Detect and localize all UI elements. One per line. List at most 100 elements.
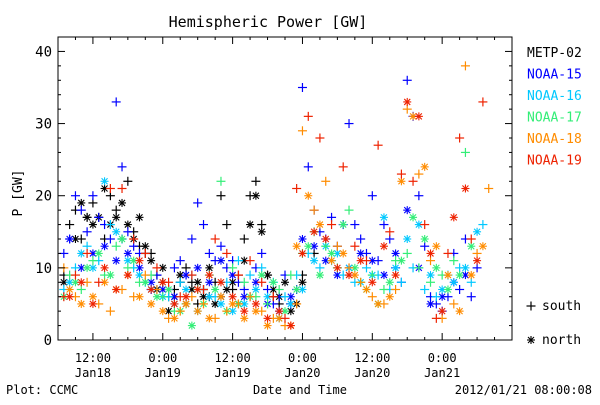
data-point-north xyxy=(88,299,97,308)
data-point-south xyxy=(263,299,273,309)
data-point-north xyxy=(205,292,214,301)
data-point-south xyxy=(350,220,360,230)
data-point-south xyxy=(466,234,476,244)
data-point-south xyxy=(233,256,243,266)
legend: METP-02 NOAA-15 NOAA-16 NOAA-17 NOAA-18 NOAA-… xyxy=(527,46,582,169)
data-point-south xyxy=(449,299,459,309)
data-point-south xyxy=(344,119,354,129)
data-point-north xyxy=(158,263,167,272)
data-point-north xyxy=(65,235,74,243)
data-point-north xyxy=(135,256,144,265)
data-point-north xyxy=(251,299,260,308)
data-point-north xyxy=(246,220,255,229)
data-point-north xyxy=(315,271,324,280)
data-point-south xyxy=(309,205,319,215)
data-point-south xyxy=(455,133,465,143)
data-point-north xyxy=(281,278,289,287)
plot-timestamp: 2012/01/21 08:00:08 xyxy=(455,383,592,397)
data-point-north xyxy=(216,292,225,301)
symbol-key-label: north xyxy=(542,333,581,348)
data-point-north xyxy=(298,235,307,243)
data-point-north xyxy=(397,177,406,186)
data-point-south xyxy=(443,248,453,258)
data-point-south xyxy=(414,169,424,179)
data-point-north xyxy=(240,256,249,265)
data-point-north xyxy=(409,213,418,222)
data-point-north xyxy=(77,198,86,207)
data-point-north xyxy=(205,271,214,280)
data-point-south xyxy=(82,227,92,237)
data-point-south xyxy=(70,270,80,280)
data-point-south xyxy=(338,162,348,172)
data-point-south xyxy=(292,184,302,193)
data-point-south xyxy=(111,97,121,107)
data-point-north xyxy=(141,278,150,287)
data-point-north xyxy=(112,227,121,236)
data-point-south xyxy=(204,248,214,258)
data-point-north xyxy=(182,292,191,301)
data-point-south xyxy=(466,277,476,287)
data-point-south xyxy=(460,147,470,157)
data-point-south xyxy=(356,277,366,287)
data-point-north xyxy=(467,271,476,280)
symbol-key-label: south xyxy=(542,299,581,314)
data-point-north xyxy=(112,213,121,222)
data-point-south xyxy=(332,241,342,251)
data-point-north xyxy=(112,256,121,265)
data-point-north xyxy=(292,285,301,294)
data-point-north xyxy=(414,112,423,121)
data-point-north xyxy=(438,307,447,316)
data-point-south xyxy=(216,241,226,251)
x-tick-time-label: 12:00 xyxy=(354,351,390,365)
data-point-south xyxy=(187,234,197,244)
data-point-north xyxy=(164,285,173,294)
data-point-north xyxy=(391,271,400,280)
series-noaa-19 xyxy=(59,97,488,330)
data-point-south xyxy=(327,220,337,230)
data-point-south xyxy=(94,277,104,287)
data-point-north xyxy=(310,227,319,236)
data-point-south xyxy=(239,277,249,287)
data-point-south xyxy=(268,292,278,302)
data-point-south xyxy=(297,83,307,92)
data-point-north xyxy=(228,299,237,308)
data-point-north xyxy=(83,213,92,222)
data-point-north xyxy=(432,263,441,272)
data-point-north xyxy=(240,314,249,323)
data-point-north xyxy=(147,299,156,308)
data-point-south xyxy=(402,104,412,114)
data-point-north xyxy=(228,292,237,301)
data-point-south xyxy=(222,306,232,316)
data-point-north xyxy=(158,307,167,316)
data-point-south xyxy=(280,292,290,302)
data-point-north xyxy=(473,256,482,265)
data-point-north xyxy=(182,285,191,294)
data-point-north xyxy=(193,263,202,272)
data-point-north xyxy=(100,242,109,251)
data-point-south xyxy=(478,97,488,107)
data-point-north xyxy=(88,292,97,301)
data-point-south xyxy=(111,205,121,215)
data-point-north xyxy=(182,299,191,308)
data-point-north xyxy=(461,271,470,280)
data-point-south xyxy=(123,227,133,237)
data-point-south xyxy=(239,234,249,244)
data-point-north xyxy=(374,299,383,308)
data-point-north xyxy=(147,285,156,294)
data-point-north xyxy=(182,271,191,280)
data-point-south xyxy=(420,241,430,251)
x-tick-date-label: Jan19 xyxy=(215,366,251,380)
symbol-key: south north xyxy=(526,299,581,348)
data-point-north xyxy=(443,271,452,280)
legend-entry: NOAA-16 xyxy=(527,89,582,104)
data-point-south xyxy=(367,270,377,280)
x-tick-time-label: 0:00 xyxy=(428,351,457,365)
data-point-south xyxy=(222,220,232,230)
data-point-south xyxy=(140,248,150,258)
data-point-south xyxy=(105,234,115,244)
data-point-north xyxy=(251,307,260,316)
data-point-south xyxy=(344,205,354,215)
y-tick-label: 20 xyxy=(35,189,52,205)
data-point-north xyxy=(304,242,313,251)
